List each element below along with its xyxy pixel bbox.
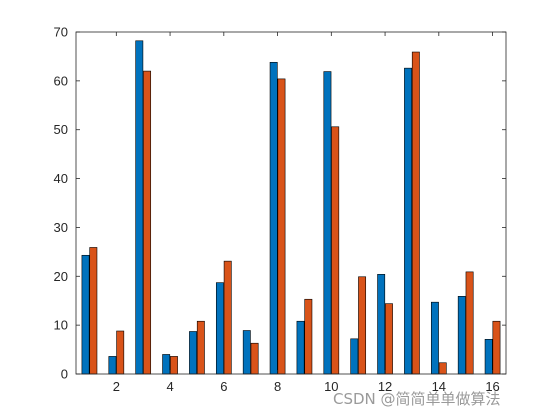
bar-series1-x3 <box>135 40 144 375</box>
bar-series1-x14 <box>430 301 439 375</box>
bar-series1-x13 <box>404 67 412 375</box>
x-tick-label-10: 10 <box>324 379 338 394</box>
bar-series1-x12 <box>377 274 386 375</box>
bar-series1-x9 <box>296 320 305 375</box>
x-tick-label-2: 2 <box>113 379 120 394</box>
bar-series2-x15 <box>465 271 474 375</box>
bar-series1-x11 <box>350 338 359 375</box>
x-tick-label-6: 6 <box>220 379 227 394</box>
bar-series2-x5 <box>196 320 205 375</box>
y-tick-label-70: 70 <box>54 25 68 40</box>
y-tick-label-10: 10 <box>54 318 68 333</box>
bar-series1-x1 <box>81 254 90 375</box>
x-tick-label-14: 14 <box>432 379 446 394</box>
bar-series2-x14 <box>438 362 447 375</box>
bar-series1-x7 <box>242 330 251 375</box>
x-tick-label-8: 8 <box>274 379 281 394</box>
bar-series1-x16 <box>484 339 493 375</box>
axes-box <box>75 31 507 375</box>
bar-series2-x6 <box>223 260 232 375</box>
watermark-text: CSDN @简简单单做算法 <box>333 390 501 408</box>
x-tick-label-12: 12 <box>378 379 392 394</box>
axes-layer: 2 4 6 8 10 12 14 16 0 10 20 30 40 50 60 70 <box>54 25 507 394</box>
bar-series2-x2 <box>116 330 125 375</box>
bar-series2-x16 <box>492 320 501 375</box>
bar-series1-x15 <box>457 296 466 375</box>
x-tick-label-4: 4 <box>166 379 173 394</box>
bar-series2-x3 <box>143 70 152 375</box>
bar-series2-x1 <box>89 247 98 375</box>
bar-series2-x8 <box>277 78 286 375</box>
bar-series2-x10 <box>331 126 340 375</box>
bar-series2-x9 <box>304 298 313 375</box>
bar-series2-x4 <box>170 356 178 375</box>
bar-series2-x12 <box>385 303 393 375</box>
y-tick-label-60: 60 <box>54 73 68 88</box>
bar-series1-x10 <box>323 71 332 375</box>
bar-series1-x8 <box>269 61 278 375</box>
y-tick-label-50: 50 <box>54 122 68 137</box>
bar-series2-x11 <box>358 276 367 375</box>
y-tick-label-0: 0 <box>61 367 68 382</box>
bar-series1-x2 <box>108 356 117 375</box>
x-tick-label-16: 16 <box>485 379 499 394</box>
y-tick-label-30: 30 <box>54 220 68 235</box>
bar-series2-x13 <box>411 51 420 375</box>
bar-series2-x7 <box>250 342 259 375</box>
y-tick-label-40: 40 <box>54 171 68 186</box>
y-tick-label-20: 20 <box>54 269 68 284</box>
bar-series1-x4 <box>162 354 171 375</box>
bar-series1-x6 <box>215 282 224 375</box>
bar-series1-x5 <box>189 331 197 375</box>
